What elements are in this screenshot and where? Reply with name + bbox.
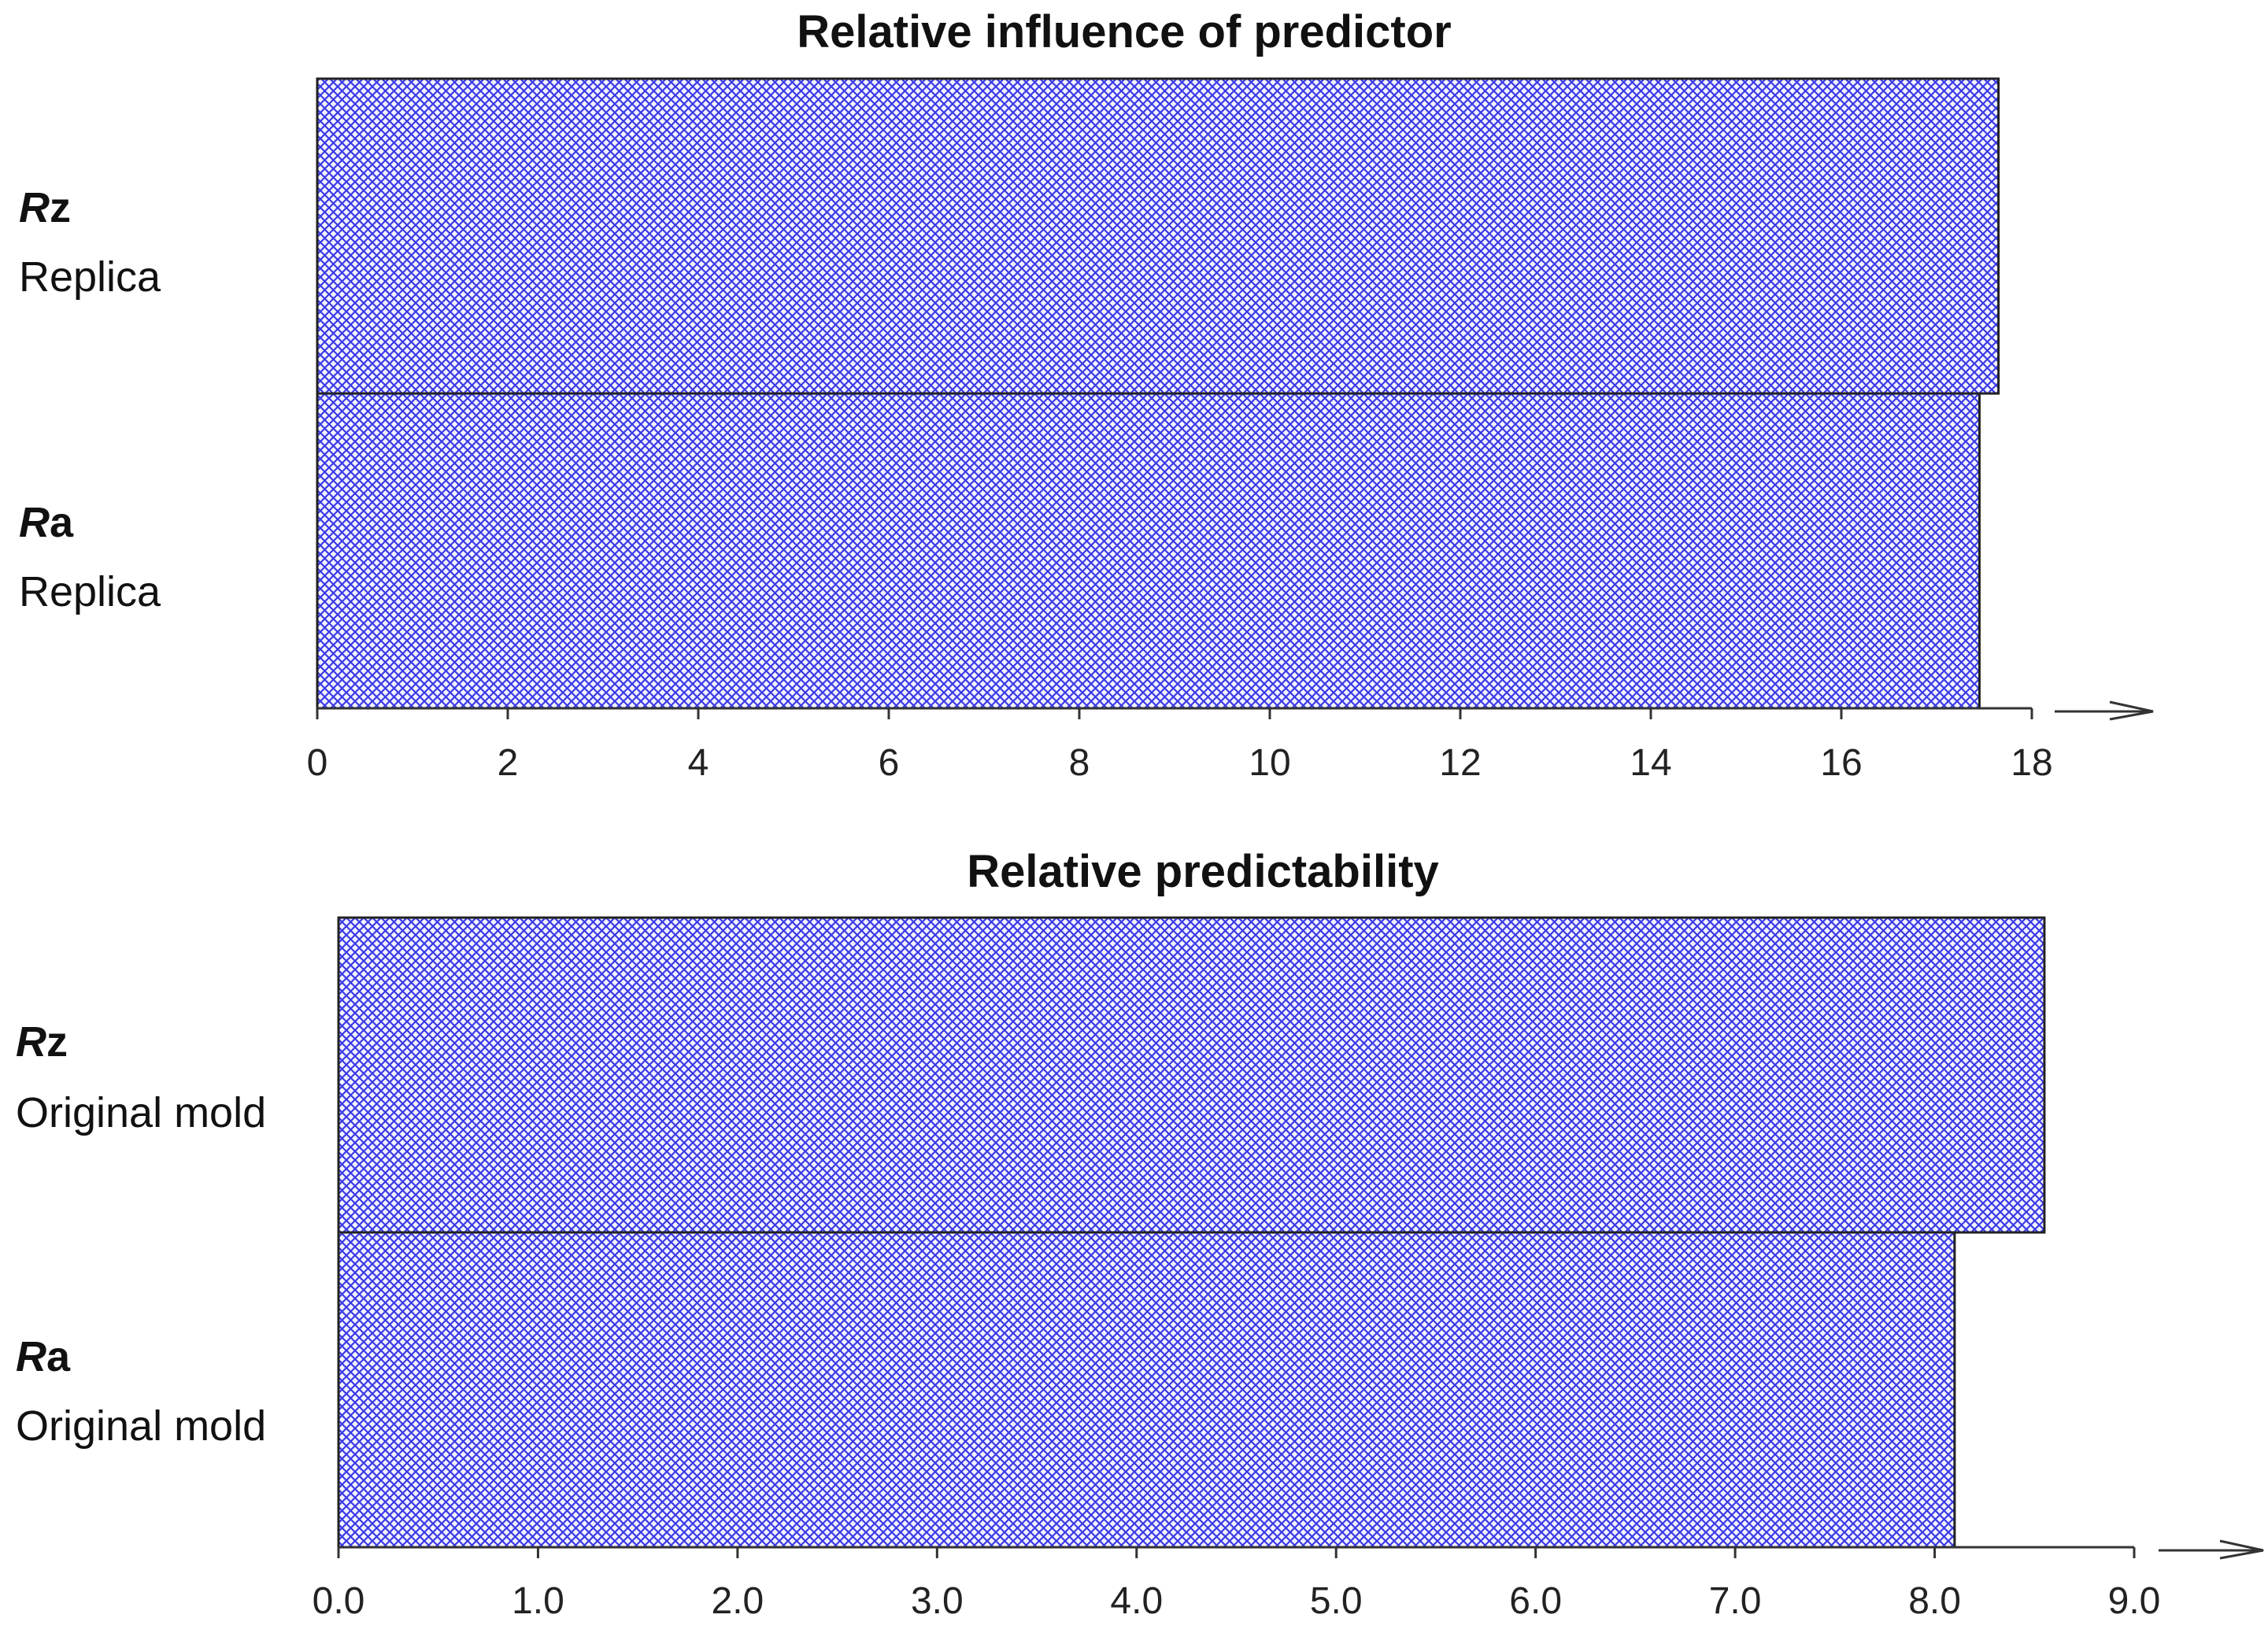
x-tick-label: 2 <box>498 742 519 784</box>
category-name: Original mold <box>16 1089 266 1136</box>
bar-rz-original-mold <box>337 916 2046 1234</box>
variable-suffix: z <box>46 1018 68 1066</box>
x-tick-label: 8.0 <box>1908 1580 1961 1622</box>
x-tick-label: 3.0 <box>911 1580 964 1622</box>
x-tick-label: 14 <box>1630 742 1671 784</box>
x-axis-ticks: 0.0 1.0 2.0 3.0 4.0 5.0 6.0 7.0 8.0 9.0 <box>313 1547 2161 1622</box>
category-variable: Ra <box>16 1333 71 1380</box>
category-variable: Rz <box>19 184 71 231</box>
bar-group <box>316 77 2000 710</box>
x-tick-label: 4.0 <box>1110 1580 1163 1622</box>
x-axis: 0.0 1.0 2.0 3.0 4.0 5.0 6.0 7.0 8.0 9.0 <box>313 1539 2264 1622</box>
x-tick-label: 6 <box>879 742 900 784</box>
x-tick-label: 5.0 <box>1310 1580 1363 1622</box>
variable-letter: R <box>19 499 50 546</box>
chart-title: Relative predictability <box>967 846 1439 897</box>
category-name: Original mold <box>16 1402 266 1450</box>
x-tick-label: 6.0 <box>1509 1580 1562 1622</box>
category-label-rz-replica: Rz Replica <box>19 184 161 301</box>
variable-suffix: z <box>50 184 71 231</box>
x-tick-label: 2.0 <box>712 1580 764 1622</box>
variable-letter: R <box>16 1333 46 1380</box>
category-label-ra-original-mold: Ra Original mold <box>16 1333 266 1450</box>
x-tick-label: 7.0 <box>1709 1580 1762 1622</box>
arrow-head <box>2109 700 2154 721</box>
bar-group <box>337 916 2046 1549</box>
x-tick-label: 10 <box>1249 742 1290 784</box>
x-tick-label: 12 <box>1439 742 1481 784</box>
variable-suffix: a <box>46 1333 71 1380</box>
x-axis: 0 2 4 6 8 10 12 14 16 18 <box>307 700 2154 784</box>
category-variable: Rz <box>16 1018 68 1066</box>
bar-rz-replica <box>316 77 2000 395</box>
x-tick-label: 18 <box>2011 742 2052 784</box>
x-tick-label: 9.0 <box>2108 1580 2161 1622</box>
arrow-head <box>2219 1539 2264 1560</box>
category-variable: Ra <box>19 499 74 546</box>
chart-panel-influence: Relative influence of predictor Rz Repli… <box>19 6 2154 784</box>
x-axis-arrow <box>2159 1539 2264 1560</box>
x-axis-ticks: 0 2 4 6 8 10 12 14 16 18 <box>307 708 2053 784</box>
x-tick-label: 16 <box>1820 742 1862 784</box>
x-tick-label: 4 <box>688 742 709 784</box>
chart-panel-predictability: Relative predictability Rz Original mold… <box>16 846 2264 1622</box>
bar-ra-replica <box>316 392 1981 710</box>
x-tick-label: 0.0 <box>313 1580 365 1622</box>
x-tick-label: 0 <box>307 742 328 784</box>
x-tick-label: 1.0 <box>512 1580 564 1622</box>
category-label-ra-replica: Ra Replica <box>19 499 161 615</box>
chart-title: Relative influence of predictor <box>797 6 1452 57</box>
category-label-rz-original-mold: Rz Original mold <box>16 1018 266 1136</box>
bar-ra-original-mold <box>337 1231 1956 1549</box>
x-tick-label: 8 <box>1069 742 1090 784</box>
x-axis-arrow <box>2055 700 2154 721</box>
variable-letter: R <box>19 184 50 231</box>
variable-suffix: a <box>50 499 74 546</box>
variable-letter: R <box>16 1018 46 1066</box>
category-name: Replica <box>19 253 161 301</box>
category-name: Replica <box>19 568 161 615</box>
